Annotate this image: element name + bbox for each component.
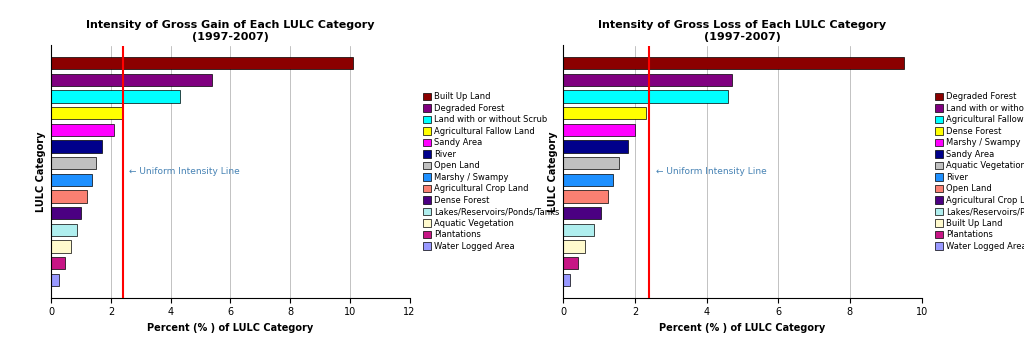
Bar: [563, 157, 618, 169]
Bar: [563, 90, 728, 103]
Bar: [51, 107, 123, 119]
Bar: [563, 140, 628, 153]
Bar: [563, 274, 570, 286]
Legend: Built Up Land, Degraded Forest, Land with or without Scrub, Agricultural Fallow : Built Up Land, Degraded Forest, Land wit…: [421, 91, 561, 252]
Bar: [51, 257, 65, 270]
Bar: [51, 190, 87, 203]
Title: Intensity of Gross Gain of Each LULC Category
(1997-2007): Intensity of Gross Gain of Each LULC Cat…: [86, 20, 375, 42]
Bar: [563, 207, 601, 219]
Bar: [563, 74, 731, 86]
Text: ← Uniform Intensity Line: ← Uniform Intensity Line: [656, 167, 767, 176]
Bar: [51, 74, 213, 86]
Y-axis label: LULC Category: LULC Category: [548, 131, 558, 212]
Bar: [51, 124, 114, 136]
Bar: [563, 240, 585, 253]
Bar: [51, 57, 353, 69]
Bar: [51, 174, 91, 186]
Y-axis label: LULC Category: LULC Category: [36, 131, 46, 212]
Bar: [51, 157, 96, 169]
Bar: [563, 57, 904, 69]
Legend: Degraded Forest, Land with or without Scrub, Agricultural Fallow Land, Dense For: Degraded Forest, Land with or without Sc…: [933, 91, 1024, 252]
Bar: [563, 124, 635, 136]
Bar: [51, 240, 71, 253]
Bar: [563, 190, 608, 203]
Bar: [51, 207, 81, 219]
X-axis label: Percent (% ) of LULC Category: Percent (% ) of LULC Category: [659, 323, 825, 333]
Bar: [51, 274, 58, 286]
Title: Intensity of Gross Loss of Each LULC Category
(1997-2007): Intensity of Gross Loss of Each LULC Cat…: [598, 20, 887, 42]
Bar: [51, 140, 102, 153]
Text: ← Uniform Intensity Line: ← Uniform Intensity Line: [129, 167, 240, 176]
Bar: [563, 224, 594, 236]
Bar: [563, 174, 613, 186]
Bar: [563, 257, 578, 270]
X-axis label: Percent (% ) of LULC Category: Percent (% ) of LULC Category: [147, 323, 313, 333]
Bar: [51, 90, 179, 103]
Bar: [51, 224, 77, 236]
Bar: [563, 107, 646, 119]
